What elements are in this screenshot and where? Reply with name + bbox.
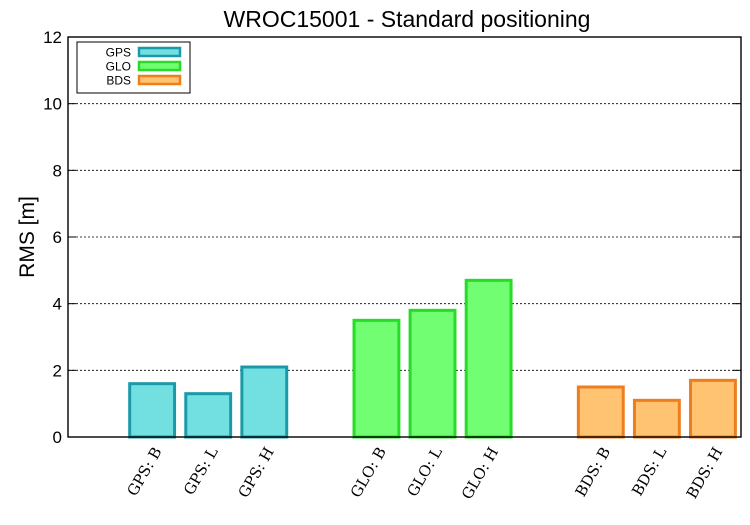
y-tick-label: 6 [53,228,62,247]
x-tick-label: GPS: H [235,444,278,501]
x-tick-label: BDS: L [628,444,670,499]
bar-gps-h [240,365,289,439]
legend-swatch [137,60,182,72]
bar-glo-b [352,318,401,439]
y-ticks: 0 2 4 6 8 10 12 [43,28,741,447]
x-tick-label: GPS: B [123,444,165,499]
y-tick-label: 12 [43,28,62,47]
x-ticks: GPS: B GPS: L GPS: H GLO: B GLO: L GLO: H BDS:… [123,444,726,503]
y-tick-label: 2 [53,361,62,380]
bar-glo-h [464,278,513,439]
x-tick-label: GPS: L [180,444,222,498]
y-tick-label: 10 [43,95,62,114]
bar-bds-h [689,378,737,439]
bar-bds-b [576,385,625,439]
x-tick-label: GLO: B [347,444,390,501]
y-tick-label: 8 [53,161,62,180]
bar-glo-l [408,308,457,439]
bar-gps-l [184,392,233,439]
y-axis-label: RMS [m] [16,196,39,278]
x-tick-label: GLO: H [458,444,502,502]
legend-swatch [137,74,182,86]
legend-label: BDS [106,74,131,88]
bar-gps-b [128,382,177,439]
y-tick-label: 4 [53,295,62,314]
legend-label: GLO [106,60,131,74]
grid [68,103,741,371]
x-tick-label: BDS: B [572,444,615,500]
bars [128,278,737,439]
chart-title: WROC15001 - Standard positioning [224,6,591,32]
legend-swatch [137,46,182,58]
bar-bds-l [632,398,681,439]
legend-label: GPS [106,46,131,60]
x-tick-label: BDS: H [683,444,727,502]
x-tick-label: GLO: L [403,444,446,500]
y-tick-label: 0 [53,428,62,447]
